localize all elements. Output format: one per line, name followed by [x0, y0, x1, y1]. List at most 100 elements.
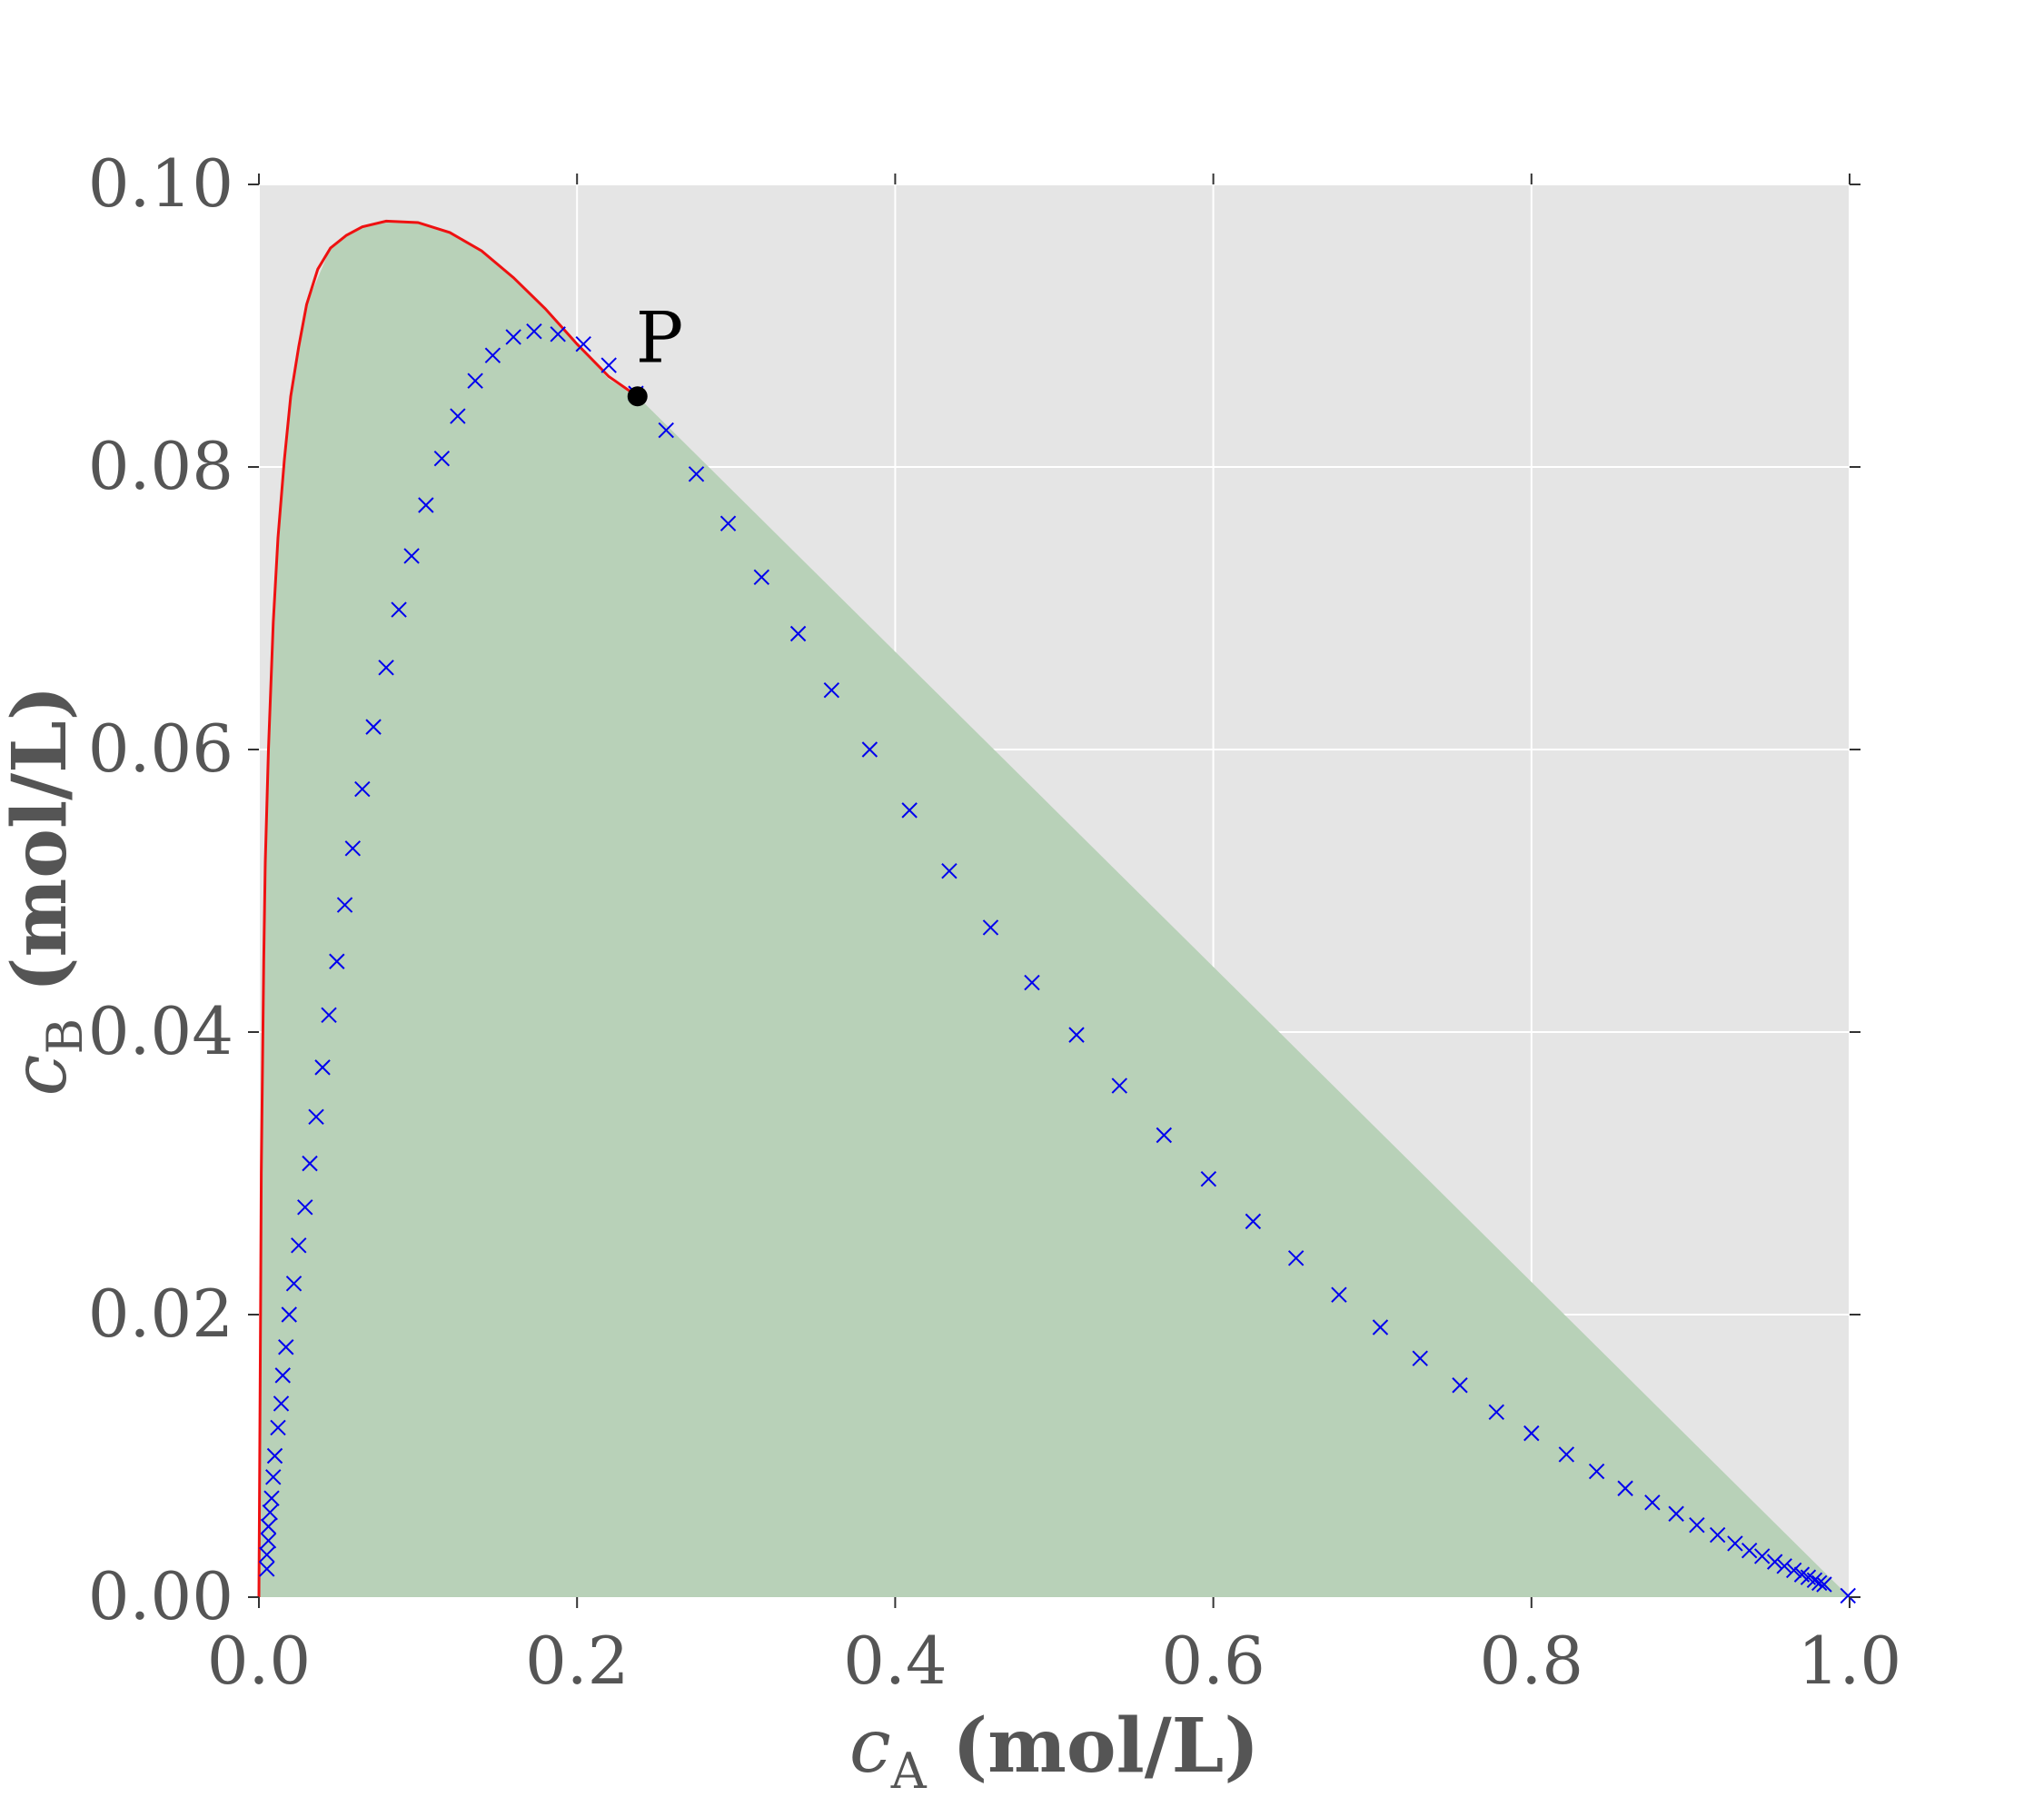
y-axis-subscript: B: [36, 1018, 94, 1055]
x-marker: [1644, 1494, 1661, 1511]
x-marker: [1452, 1377, 1468, 1394]
x-marker: [1709, 1526, 1726, 1544]
x-marker: [354, 780, 371, 798]
x-marker: [1786, 1562, 1802, 1579]
x-marker: [285, 1276, 303, 1292]
x-marker: [484, 347, 501, 363]
x-marker: [982, 919, 999, 936]
x-marker: [550, 326, 566, 343]
x-marker: [688, 466, 705, 482]
x-marker: [273, 1395, 290, 1412]
y-tick-labels: 0.00 0.02 0.04 0.06 0.08 0.10: [88, 145, 233, 1634]
x-marker: [1412, 1350, 1428, 1366]
x-marker: [418, 497, 434, 513]
x-marker: [1287, 1250, 1305, 1266]
scatter-markers: [259, 323, 1856, 1604]
x-marker: [259, 1561, 275, 1577]
x-marker: [1816, 1576, 1832, 1593]
y-tick-label: 0.02: [88, 1276, 233, 1352]
x-marker: [789, 625, 807, 642]
x-marker: [861, 741, 878, 758]
x-tick-label: 0.4: [843, 1623, 948, 1699]
axis-ticks: [248, 174, 1860, 1608]
x-marker: [1811, 1574, 1828, 1592]
x-marker: [1156, 1127, 1173, 1144]
x-marker: [1024, 974, 1040, 991]
x-marker: [1200, 1171, 1217, 1187]
x-marker: [1068, 1027, 1085, 1043]
x-marker: [1523, 1425, 1540, 1442]
x-marker: [266, 1447, 283, 1465]
x-marker: [403, 548, 420, 564]
x-axis-symbol: c: [849, 1703, 891, 1790]
x-axis-label: cA (mol/L): [849, 1703, 1259, 1800]
x-marker: [260, 1518, 277, 1534]
x-marker: [344, 840, 362, 857]
x-marker: [505, 329, 521, 345]
x-marker: [391, 601, 407, 618]
x-marker: [450, 408, 466, 424]
x-marker: [278, 1339, 294, 1355]
x-tick-label: 0.2: [525, 1623, 630, 1699]
x-marker: [321, 1007, 337, 1024]
x-tick-label: 0.0: [207, 1623, 312, 1699]
x-marker: [1776, 1558, 1792, 1574]
x-marker: [378, 660, 394, 676]
y-axis-unit: (mol/L): [0, 686, 84, 1018]
y-axis-label: cB (mol/L): [0, 686, 94, 1097]
x-marker: [433, 450, 451, 467]
x-marker: [270, 1419, 286, 1436]
x-marker: [1753, 1548, 1771, 1564]
x-marker: [1617, 1480, 1633, 1496]
x-tick-label: 0.8: [1480, 1623, 1584, 1699]
x-marker: [823, 681, 840, 699]
x-marker: [1766, 1554, 1783, 1570]
x-tick-label: 1.0: [1798, 1623, 1902, 1699]
x-axis-unit: (mol/L): [927, 1703, 1259, 1790]
x-marker: [575, 336, 591, 352]
x-marker: [1741, 1542, 1758, 1559]
x-marker: [1372, 1319, 1389, 1335]
x-marker: [526, 323, 542, 340]
x-marker: [302, 1155, 318, 1172]
x-marker: [1111, 1077, 1127, 1094]
y-tick-label: 0.00: [88, 1558, 233, 1634]
x-marker: [336, 897, 353, 913]
red-curve: [257, 219, 639, 1598]
x-marker: [281, 1306, 297, 1323]
x-marker: [658, 422, 674, 439]
x-marker: [753, 569, 770, 585]
x-marker: [1727, 1535, 1743, 1552]
x-marker: [719, 515, 737, 531]
x-marker: [263, 1490, 280, 1506]
x-marker: [329, 953, 345, 969]
y-tick-label: 0.06: [88, 710, 233, 787]
x-marker: [1488, 1404, 1504, 1421]
x-tick-label: 0.6: [1161, 1623, 1265, 1699]
point-p-marker: [627, 386, 648, 407]
x-marker: [467, 372, 483, 389]
x-marker: [941, 863, 958, 879]
x-marker: [297, 1199, 313, 1216]
x-marker: [1689, 1516, 1705, 1534]
y-tick-label: 0.10: [88, 145, 233, 222]
x-axis-subscript: A: [890, 1743, 928, 1800]
feasible-region: [259, 221, 1850, 1597]
x-marker: [308, 1108, 324, 1126]
x-marker: [901, 802, 918, 819]
x-tick-labels: 0.0 0.2 0.4 0.6 0.8 1.0: [207, 1623, 1902, 1699]
y-axis-symbol: c: [0, 1055, 84, 1097]
x-marker: [1668, 1505, 1684, 1522]
x-marker: [1558, 1446, 1575, 1463]
x-marker: [1806, 1572, 1823, 1589]
x-marker: [274, 1367, 291, 1384]
x-marker: [291, 1237, 307, 1254]
y-tick-label: 0.04: [88, 993, 233, 1069]
x-marker: [1331, 1286, 1347, 1303]
x-marker: [1588, 1463, 1605, 1480]
x-marker: [1245, 1213, 1262, 1230]
point-p-label: P: [636, 297, 683, 379]
y-tick-label: 0.08: [88, 428, 233, 504]
x-marker: [1840, 1587, 1856, 1604]
